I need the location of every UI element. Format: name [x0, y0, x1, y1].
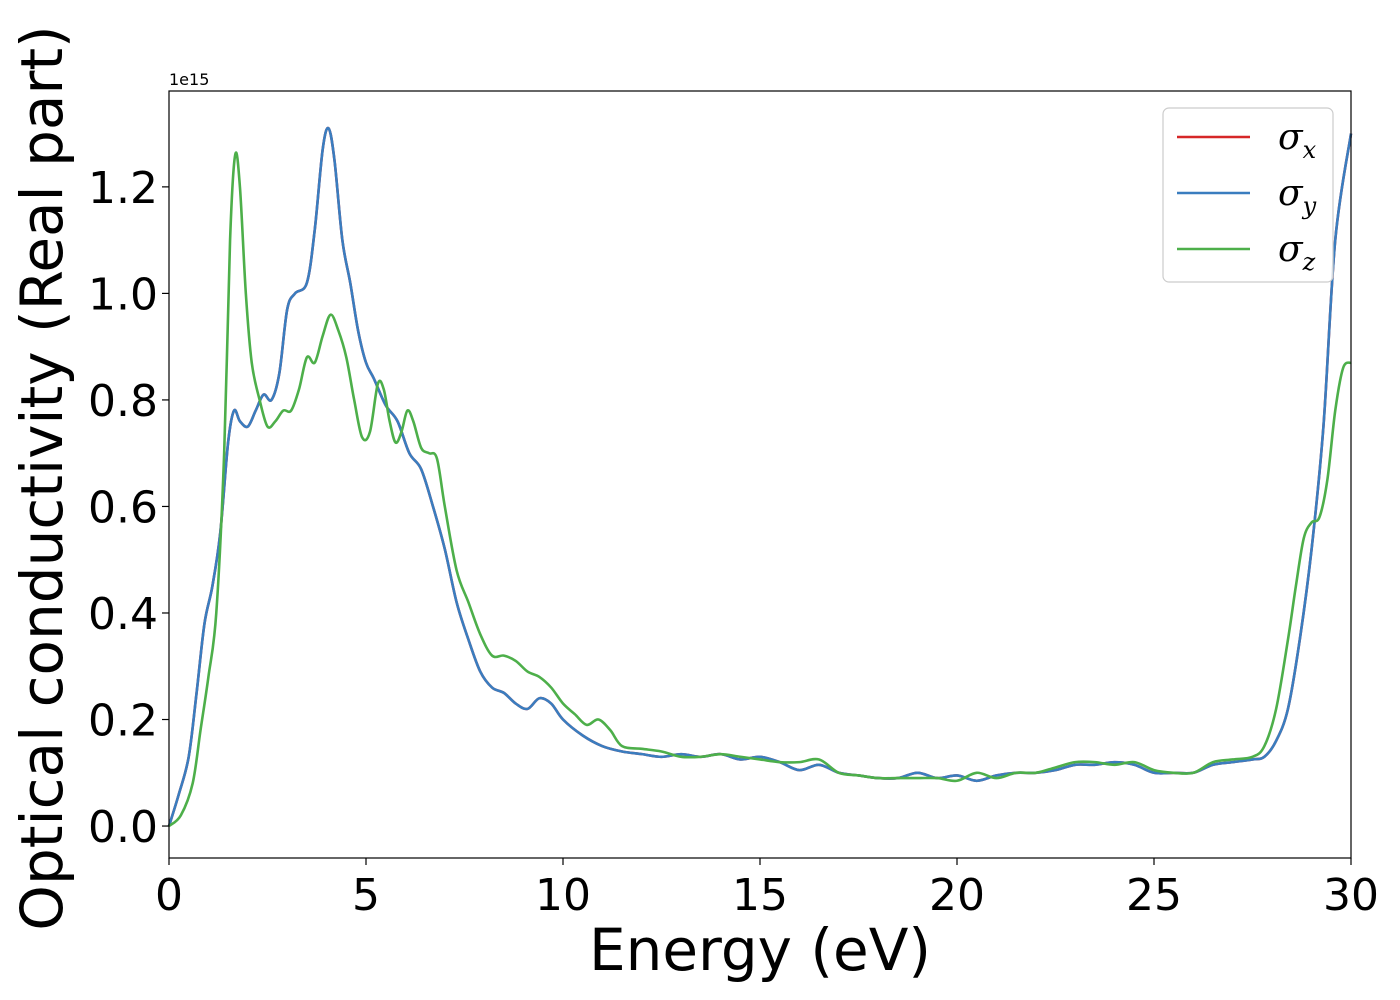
legend-box [1162, 107, 1334, 283]
legend: σx σy σz [1162, 107, 1334, 283]
series-line-sigma-y [167, 126, 1353, 827]
x-tick-label: 15 [732, 870, 788, 921]
y-tick-label: 1.0 [88, 269, 158, 320]
x-tick-label: 25 [1126, 870, 1182, 921]
y-axis: 0.0 0.2 0.4 0.6 0.8 1.0 1.2 [88, 163, 169, 853]
y-tick-label: 0.4 [88, 589, 158, 640]
y-axis-title: Optical conductivity (Real part) [8, 25, 76, 930]
x-tick-label: 10 [535, 870, 591, 921]
y-tick-label: 0.2 [88, 696, 158, 747]
series-layer [167, 126, 1353, 828]
x-tick-label: 5 [352, 870, 380, 921]
x-axis-title: Energy (eV) [589, 916, 931, 984]
legend-label-sigma-z: σz [1278, 229, 1316, 276]
y-tick-label: 1.2 [88, 163, 158, 214]
series-line-sigma-z [168, 151, 1352, 828]
legend-label-sigma-x: σx [1278, 117, 1317, 164]
legend-label-sigma-y: σy [1278, 173, 1317, 220]
y-tick-label: 0.8 [88, 376, 158, 427]
y-tick-label: 0.0 [88, 802, 158, 853]
x-tick-label: 20 [929, 870, 985, 921]
x-tick-label: 0 [155, 870, 183, 921]
x-axis: 0 5 10 15 20 25 30 [155, 858, 1379, 921]
y-tick-label: 0.6 [88, 482, 158, 533]
y-offset-label: 1e15 [169, 70, 209, 89]
x-tick-label: 30 [1323, 870, 1379, 921]
